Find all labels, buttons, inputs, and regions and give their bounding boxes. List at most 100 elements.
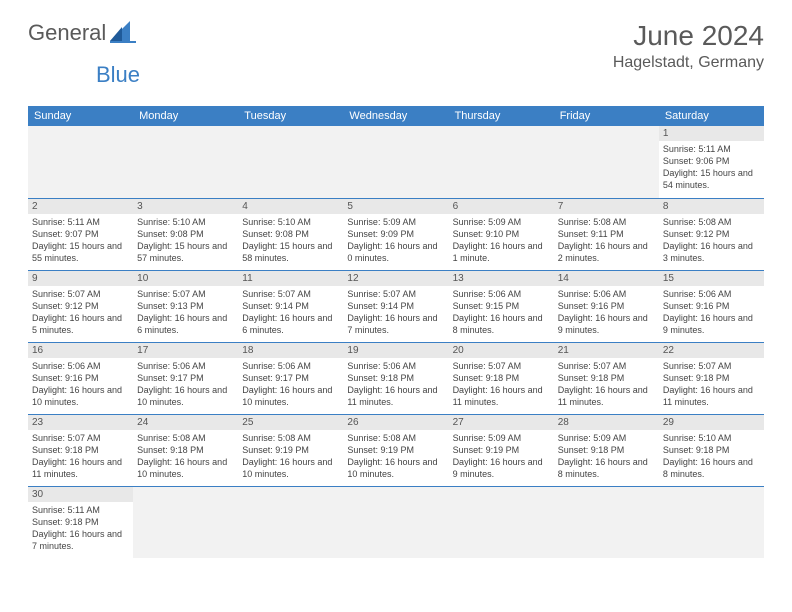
day-cell: 28Sunrise: 5:09 AMSunset: 9:18 PMDayligh… (554, 414, 659, 486)
day-cell: 19Sunrise: 5:06 AMSunset: 9:18 PMDayligh… (343, 342, 448, 414)
day-details: Sunrise: 5:06 AMSunset: 9:16 PMDaylight:… (28, 358, 133, 413)
day-details: Sunrise: 5:08 AMSunset: 9:19 PMDaylight:… (343, 430, 448, 485)
day-details: Sunrise: 5:09 AMSunset: 9:10 PMDaylight:… (449, 214, 554, 269)
day-number: 3 (133, 199, 238, 214)
week-row: 30Sunrise: 5:11 AMSunset: 9:18 PMDayligh… (28, 486, 764, 558)
day-number: 27 (449, 415, 554, 430)
day-cell: 25Sunrise: 5:08 AMSunset: 9:19 PMDayligh… (238, 414, 343, 486)
day-number: 8 (659, 199, 764, 214)
day-number: 15 (659, 271, 764, 286)
day-cell (133, 486, 238, 558)
day-details: Sunrise: 5:09 AMSunset: 9:18 PMDaylight:… (554, 430, 659, 485)
day-details: Sunrise: 5:06 AMSunset: 9:15 PMDaylight:… (449, 286, 554, 341)
day-number: 23 (28, 415, 133, 430)
weekday-header: Friday (554, 106, 659, 126)
day-number: 28 (554, 415, 659, 430)
day-details: Sunrise: 5:08 AMSunset: 9:12 PMDaylight:… (659, 214, 764, 269)
day-cell: 15Sunrise: 5:06 AMSunset: 9:16 PMDayligh… (659, 270, 764, 342)
day-number: 10 (133, 271, 238, 286)
day-cell (343, 486, 448, 558)
day-number: 14 (554, 271, 659, 286)
day-cell: 12Sunrise: 5:07 AMSunset: 9:14 PMDayligh… (343, 270, 448, 342)
day-cell (449, 486, 554, 558)
day-cell: 20Sunrise: 5:07 AMSunset: 9:18 PMDayligh… (449, 342, 554, 414)
day-number: 5 (343, 199, 448, 214)
weekday-header: Wednesday (343, 106, 448, 126)
day-details: Sunrise: 5:10 AMSunset: 9:18 PMDaylight:… (659, 430, 764, 485)
day-details: Sunrise: 5:11 AMSunset: 9:06 PMDaylight:… (659, 141, 764, 196)
logo-text-blue: Blue (96, 62, 140, 87)
day-number: 7 (554, 199, 659, 214)
weekday-header: Saturday (659, 106, 764, 126)
day-details: Sunrise: 5:10 AMSunset: 9:08 PMDaylight:… (238, 214, 343, 269)
day-number: 21 (554, 343, 659, 358)
day-cell: 24Sunrise: 5:08 AMSunset: 9:18 PMDayligh… (133, 414, 238, 486)
day-cell: 11Sunrise: 5:07 AMSunset: 9:14 PMDayligh… (238, 270, 343, 342)
day-number: 6 (449, 199, 554, 214)
week-row: 16Sunrise: 5:06 AMSunset: 9:16 PMDayligh… (28, 342, 764, 414)
day-details: Sunrise: 5:08 AMSunset: 9:19 PMDaylight:… (238, 430, 343, 485)
title-block: June 2024 Hagelstadt, Germany (613, 20, 764, 72)
day-number: 9 (28, 271, 133, 286)
day-number: 11 (238, 271, 343, 286)
day-details: Sunrise: 5:07 AMSunset: 9:18 PMDaylight:… (28, 430, 133, 485)
week-row: 23Sunrise: 5:07 AMSunset: 9:18 PMDayligh… (28, 414, 764, 486)
day-cell: 17Sunrise: 5:06 AMSunset: 9:17 PMDayligh… (133, 342, 238, 414)
day-cell: 7Sunrise: 5:08 AMSunset: 9:11 PMDaylight… (554, 198, 659, 270)
day-cell: 26Sunrise: 5:08 AMSunset: 9:19 PMDayligh… (343, 414, 448, 486)
month-title: June 2024 (613, 20, 764, 52)
day-cell: 10Sunrise: 5:07 AMSunset: 9:13 PMDayligh… (133, 270, 238, 342)
day-cell: 13Sunrise: 5:06 AMSunset: 9:15 PMDayligh… (449, 270, 554, 342)
weekday-header: Sunday (28, 106, 133, 126)
day-cell (554, 486, 659, 558)
day-number: 19 (343, 343, 448, 358)
day-cell: 21Sunrise: 5:07 AMSunset: 9:18 PMDayligh… (554, 342, 659, 414)
day-details: Sunrise: 5:06 AMSunset: 9:17 PMDaylight:… (238, 358, 343, 413)
day-number: 17 (133, 343, 238, 358)
day-cell: 27Sunrise: 5:09 AMSunset: 9:19 PMDayligh… (449, 414, 554, 486)
day-cell: 1Sunrise: 5:11 AMSunset: 9:06 PMDaylight… (659, 126, 764, 198)
weekday-header: Monday (133, 106, 238, 126)
day-details: Sunrise: 5:09 AMSunset: 9:09 PMDaylight:… (343, 214, 448, 269)
day-number: 12 (343, 271, 448, 286)
day-number: 24 (133, 415, 238, 430)
day-cell (449, 126, 554, 198)
logo: General (28, 20, 138, 46)
logo-text-general: General (28, 20, 106, 46)
day-number: 16 (28, 343, 133, 358)
day-details: Sunrise: 5:07 AMSunset: 9:18 PMDaylight:… (554, 358, 659, 413)
day-cell (659, 486, 764, 558)
day-number: 25 (238, 415, 343, 430)
day-cell (238, 126, 343, 198)
day-cell: 9Sunrise: 5:07 AMSunset: 9:12 PMDaylight… (28, 270, 133, 342)
day-cell: 29Sunrise: 5:10 AMSunset: 9:18 PMDayligh… (659, 414, 764, 486)
day-details: Sunrise: 5:06 AMSunset: 9:18 PMDaylight:… (343, 358, 448, 413)
week-row: 1Sunrise: 5:11 AMSunset: 9:06 PMDaylight… (28, 126, 764, 198)
day-cell: 4Sunrise: 5:10 AMSunset: 9:08 PMDaylight… (238, 198, 343, 270)
day-number: 30 (28, 487, 133, 502)
day-cell (133, 126, 238, 198)
day-cell: 30Sunrise: 5:11 AMSunset: 9:18 PMDayligh… (28, 486, 133, 558)
day-number: 2 (28, 199, 133, 214)
day-number: 22 (659, 343, 764, 358)
sail-icon (110, 21, 136, 46)
day-cell: 23Sunrise: 5:07 AMSunset: 9:18 PMDayligh… (28, 414, 133, 486)
day-cell (238, 486, 343, 558)
week-row: 9Sunrise: 5:07 AMSunset: 9:12 PMDaylight… (28, 270, 764, 342)
day-cell (554, 126, 659, 198)
day-number: 13 (449, 271, 554, 286)
day-details: Sunrise: 5:06 AMSunset: 9:16 PMDaylight:… (554, 286, 659, 341)
day-number: 29 (659, 415, 764, 430)
day-cell: 16Sunrise: 5:06 AMSunset: 9:16 PMDayligh… (28, 342, 133, 414)
day-details: Sunrise: 5:10 AMSunset: 9:08 PMDaylight:… (133, 214, 238, 269)
day-cell (343, 126, 448, 198)
day-details: Sunrise: 5:06 AMSunset: 9:17 PMDaylight:… (133, 358, 238, 413)
day-cell: 3Sunrise: 5:10 AMSunset: 9:08 PMDaylight… (133, 198, 238, 270)
day-cell: 22Sunrise: 5:07 AMSunset: 9:18 PMDayligh… (659, 342, 764, 414)
day-number: 4 (238, 199, 343, 214)
day-cell: 8Sunrise: 5:08 AMSunset: 9:12 PMDaylight… (659, 198, 764, 270)
weekday-header-row: SundayMondayTuesdayWednesdayThursdayFrid… (28, 106, 764, 126)
calendar-table: SundayMondayTuesdayWednesdayThursdayFrid… (28, 106, 764, 558)
day-details: Sunrise: 5:07 AMSunset: 9:18 PMDaylight:… (449, 358, 554, 413)
day-cell: 18Sunrise: 5:06 AMSunset: 9:17 PMDayligh… (238, 342, 343, 414)
